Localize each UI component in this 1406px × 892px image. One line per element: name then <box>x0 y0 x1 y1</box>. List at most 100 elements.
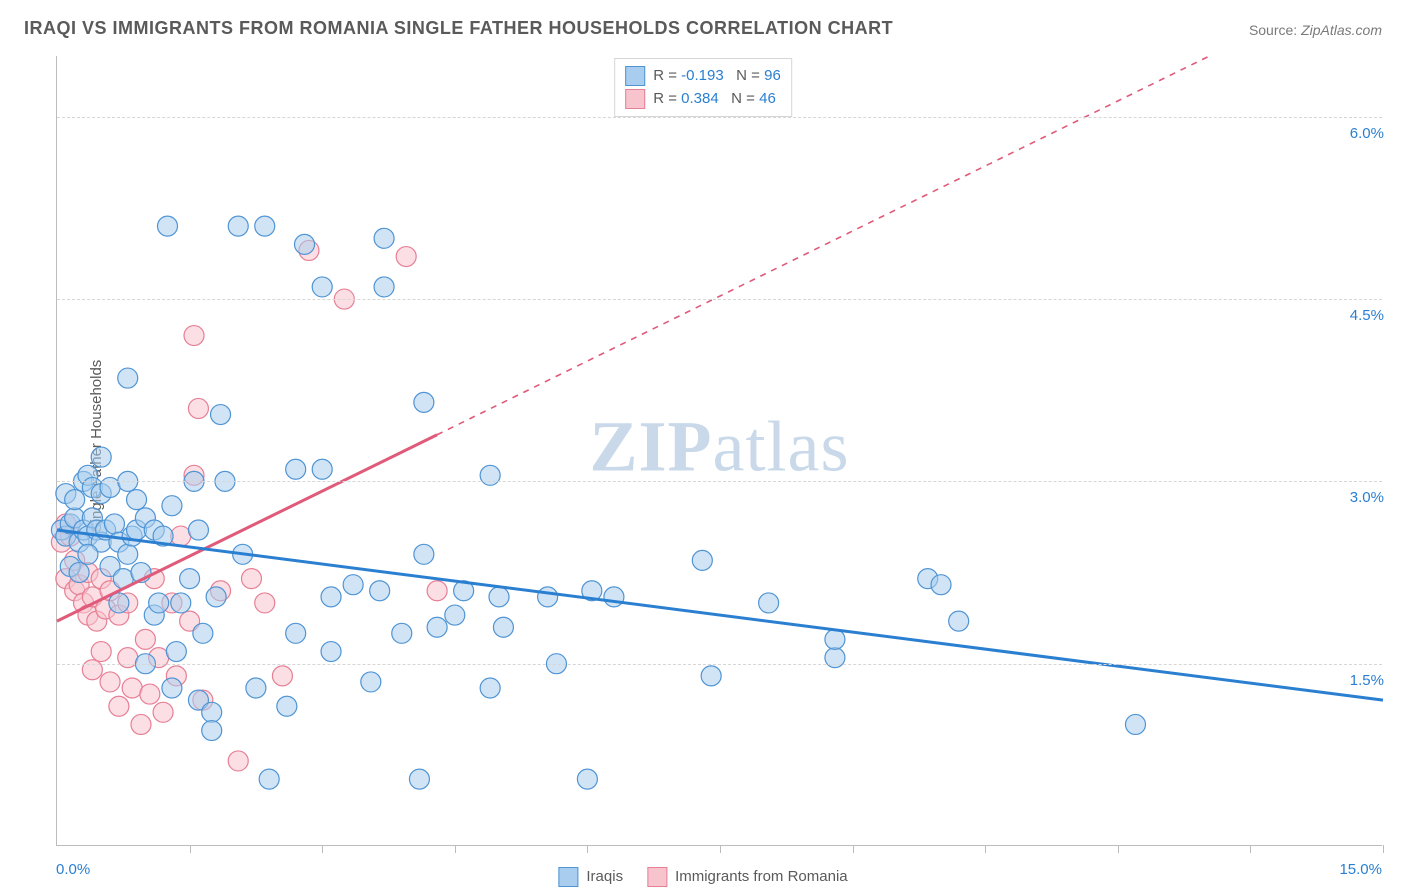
x-min-label: 0.0% <box>56 861 90 878</box>
scatter-point <box>118 368 138 388</box>
bottom-legend-label: Iraqis <box>586 866 623 889</box>
y-tick-label: 6.0% <box>1350 125 1384 142</box>
scatter-point <box>759 593 779 613</box>
blue-swatch-icon <box>625 66 645 86</box>
scatter-point <box>118 544 138 564</box>
scatter-point <box>414 392 434 412</box>
scatter-point <box>445 605 465 625</box>
scatter-point <box>109 593 129 613</box>
scatter-point <box>577 769 597 789</box>
plot-area: ZIPatlas 1.5%3.0%4.5%6.0% <box>56 56 1382 846</box>
x-tick <box>322 845 323 853</box>
x-tick <box>1383 845 1384 853</box>
scatter-point <box>135 629 155 649</box>
scatter-point <box>286 459 306 479</box>
x-tick <box>1118 845 1119 853</box>
scatter-point <box>158 216 178 236</box>
x-max-label: 15.0% <box>1339 861 1382 878</box>
scatter-point <box>825 629 845 649</box>
scatter-point <box>480 678 500 698</box>
scatter-point <box>427 581 447 601</box>
scatter-point <box>140 684 160 704</box>
y-tick-label: 4.5% <box>1350 307 1384 324</box>
chart-container: IRAQI VS IMMIGRANTS FROM ROMANIA SINGLE … <box>0 0 1406 892</box>
scatter-point <box>211 405 231 425</box>
scatter-point <box>228 751 248 771</box>
scatter-point <box>374 228 394 248</box>
scatter-point <box>246 678 266 698</box>
scatter-point <box>100 672 120 692</box>
scatter-point <box>692 550 712 570</box>
scatter-point <box>312 459 332 479</box>
scatter-point <box>255 216 275 236</box>
scatter-point <box>396 247 416 267</box>
scatter-point <box>701 666 721 686</box>
bottom-legend-item: Immigrants from Romania <box>647 866 848 889</box>
scatter-point <box>228 216 248 236</box>
scatter-point <box>286 623 306 643</box>
scatter-point <box>312 277 332 297</box>
scatter-point <box>202 702 222 722</box>
scatter-point <box>149 593 169 613</box>
x-tick <box>587 845 588 853</box>
scatter-point <box>162 678 182 698</box>
scatter-point <box>370 581 390 601</box>
x-tick <box>190 845 191 853</box>
scatter-point <box>162 496 182 516</box>
scatter-point <box>343 575 363 595</box>
scatter-point <box>241 569 261 589</box>
scatter-point <box>171 526 191 546</box>
scatter-point <box>109 696 129 716</box>
bottom-legend-item: Iraqis <box>558 866 623 889</box>
scatter-point <box>104 514 124 534</box>
scatter-point <box>1125 714 1145 734</box>
scatter-point <box>489 587 509 607</box>
scatter-point <box>180 569 200 589</box>
legend-row: R = -0.193 N = 96 <box>625 65 781 88</box>
gridline-h <box>57 481 1382 482</box>
scatter-point <box>171 593 191 613</box>
source-credit: Source: ZipAtlas.com <box>1249 22 1382 38</box>
scatter-point <box>493 617 513 637</box>
blue-swatch-icon <box>558 867 578 887</box>
x-tick <box>1250 845 1251 853</box>
trend-line-dashed <box>437 56 1209 435</box>
scatter-point <box>321 587 341 607</box>
scatter-point <box>392 623 412 643</box>
scatter-point <box>374 277 394 297</box>
scatter-point <box>193 623 213 643</box>
chart-svg <box>57 56 1382 845</box>
scatter-point <box>184 326 204 346</box>
scatter-point <box>272 666 292 686</box>
scatter-point <box>538 587 558 607</box>
y-tick-label: 1.5% <box>1350 672 1384 689</box>
scatter-point <box>206 587 226 607</box>
scatter-point <box>78 544 98 564</box>
scatter-point <box>427 617 447 637</box>
scatter-point <box>277 696 297 716</box>
scatter-point <box>65 490 85 510</box>
scatter-point <box>409 769 429 789</box>
scatter-point <box>69 563 89 583</box>
scatter-point <box>91 642 111 662</box>
legend-text: R = -0.193 N = 96 <box>653 65 781 88</box>
scatter-point <box>295 234 315 254</box>
x-tick <box>985 845 986 853</box>
y-tick-label: 3.0% <box>1350 489 1384 506</box>
scatter-point <box>91 447 111 467</box>
scatter-point <box>361 672 381 692</box>
x-tick <box>455 845 456 853</box>
source-name: ZipAtlas.com <box>1301 22 1382 38</box>
chart-title: IRAQI VS IMMIGRANTS FROM ROMANIA SINGLE … <box>24 18 893 39</box>
scatter-point <box>321 642 341 662</box>
pink-swatch-icon <box>647 867 667 887</box>
source-prefix: Source: <box>1249 22 1301 38</box>
scatter-point <box>188 398 208 418</box>
pink-swatch-icon <box>625 89 645 109</box>
legend-row: R = 0.384 N = 46 <box>625 88 781 111</box>
legend-text: R = 0.384 N = 46 <box>653 88 776 111</box>
scatter-point <box>131 714 151 734</box>
correlation-legend: R = -0.193 N = 96R = 0.384 N = 46 <box>614 58 792 117</box>
gridline-h <box>57 664 1382 665</box>
scatter-point <box>153 702 173 722</box>
